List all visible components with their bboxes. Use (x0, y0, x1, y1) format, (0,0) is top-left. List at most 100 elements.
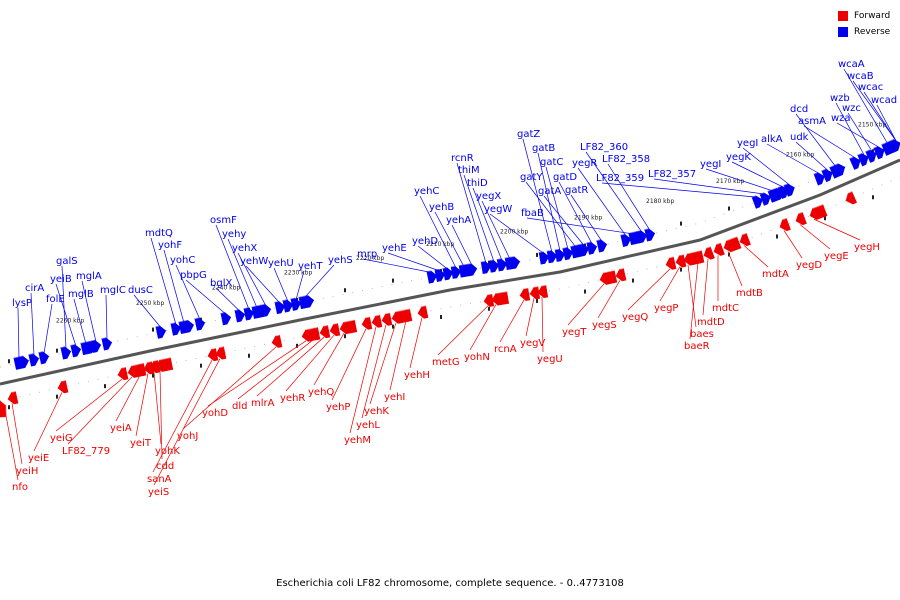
forward-gene-label: rcnA (494, 344, 517, 355)
reverse-gene-arrow (546, 249, 558, 264)
reverse-gene-arrow (466, 262, 478, 277)
track-tick-mark (56, 394, 58, 399)
reverse-leader-line (601, 182, 759, 198)
forward-gene-arrow (271, 334, 283, 348)
forward-leader-line (3, 405, 19, 481)
forward-gene-label: baeR (684, 341, 710, 352)
forward-gene-label: baes (690, 329, 714, 340)
map-caption: Escherichia coli LF82 chromosome, comple… (276, 578, 624, 589)
forward-gene-label: yeiT (130, 438, 152, 449)
reverse-gene-arrow (562, 246, 574, 261)
forward-leader-line (389, 320, 407, 391)
reverse-gene-label: wzc (842, 103, 861, 114)
reverse-gene-arrow (496, 258, 508, 272)
reverse-gene-label: wza (831, 113, 851, 124)
forward-gene-arrow (537, 284, 549, 298)
legend-item-forward: Forward (838, 9, 900, 23)
reverse-gene-arrow (194, 317, 206, 331)
reverse-leader-line (434, 211, 465, 267)
forward-leader-line (409, 317, 423, 369)
reverse-leader-line (61, 265, 67, 349)
legend-swatch-reverse (838, 27, 848, 37)
forward-gene-label: sanA (147, 474, 172, 485)
track-tick-mark (152, 373, 154, 378)
reverse-leader-line (836, 122, 881, 149)
forward-leader-line (469, 304, 497, 351)
reverse-gene-label: yehC (414, 186, 439, 197)
reverse-gene-arrow (260, 303, 272, 318)
scale-tick-label: 2230 kbp (284, 269, 312, 276)
forward-leader-line (11, 403, 23, 465)
forward-leader-line (313, 333, 345, 386)
track-tick-mark (392, 278, 394, 283)
scale-tick-label: 2150 kbp (858, 121, 886, 128)
forward-leader-line (369, 322, 397, 405)
forward-leader-line (182, 346, 277, 430)
reverse-gene-label: wcaB (847, 71, 874, 82)
reverse-leader-line (852, 80, 897, 141)
forward-gene-label: yehQ (308, 387, 334, 398)
forward-leader-line (67, 376, 133, 445)
scale-tick-label: 2170 kbp (716, 178, 744, 185)
reverse-gene-arrow (620, 233, 632, 247)
reverse-leader-line (577, 167, 627, 237)
reverse-leader-line (585, 151, 643, 233)
reverse-gene-arrow (70, 343, 82, 358)
reverse-gene-label: gatR (565, 185, 588, 196)
reverse-gene-label: yegK (726, 152, 751, 163)
reverse-gene-arrow (90, 339, 102, 353)
reverse-gene-arrow (889, 138, 900, 153)
reverse-gene-arrow (488, 259, 500, 273)
forward-gene-arrow (309, 326, 321, 341)
forward-gene-label: yohD (202, 408, 228, 419)
reverse-gene-arrow (170, 322, 182, 336)
reverse-gene-label: galS (56, 256, 78, 267)
scale-tick-label: 2210 kbp (426, 241, 454, 248)
forward-leader-line (743, 245, 769, 268)
reverse-leader-line (417, 245, 449, 270)
forward-gene-arrow (795, 211, 807, 226)
reverse-gene-label: rcnR (451, 153, 474, 164)
forward-gene-label: nfo (12, 482, 28, 493)
reverse-gene-label: mglC (100, 285, 126, 296)
reverse-gene-label: gatC (540, 157, 563, 168)
forward-gene-label: yeiG (50, 433, 73, 444)
forward-leader-line (55, 378, 123, 432)
reverse-gene-label: lysP (12, 298, 32, 309)
forward-gene-arrow (615, 267, 627, 282)
forward-gene-label: yegS (592, 320, 617, 331)
forward-gene-arrow (723, 236, 742, 253)
legend-label-forward: Forward (854, 11, 891, 21)
reverse-leader-line (43, 303, 53, 354)
forward-leader-line (331, 328, 367, 401)
forward-gene-arrow (713, 242, 725, 256)
reverse-gene-label: dcd (790, 104, 808, 115)
forward-gene-label: cdd (156, 461, 174, 472)
reverse-leader-line (543, 195, 585, 246)
reverse-leader-line (526, 217, 635, 235)
track-tick-mark (488, 306, 490, 311)
reverse-leader-line (558, 181, 593, 244)
reverse-gene-label: dusC (128, 285, 153, 296)
reverse-gene-label: mdtQ (145, 228, 173, 239)
track-tick-mark (104, 384, 106, 389)
reverse-gene-label: alkA (761, 134, 783, 145)
reverse-leader-line (150, 237, 177, 325)
forward-gene-arrow (693, 250, 705, 264)
forward-gene-label: yegV (520, 338, 545, 349)
track-tick-mark (632, 278, 634, 283)
reverse-gene-arrow (821, 168, 833, 183)
forward-gene-label: yehK (364, 406, 389, 417)
forward-gene-label: LF82_779 (62, 446, 110, 457)
reverse-leader-line (570, 194, 603, 242)
forward-leader-line (153, 358, 221, 486)
reverse-gene-label: yehE (382, 243, 407, 254)
forward-gene-label: yohK (155, 446, 180, 457)
forward-gene-label: yehR (280, 393, 305, 404)
scale-tick-label: 2160 kbp (786, 152, 814, 159)
reverse-gene-label: yehA (446, 215, 471, 226)
reverse-leader-line (843, 68, 889, 145)
forward-gene-label: yeiS (148, 487, 169, 498)
